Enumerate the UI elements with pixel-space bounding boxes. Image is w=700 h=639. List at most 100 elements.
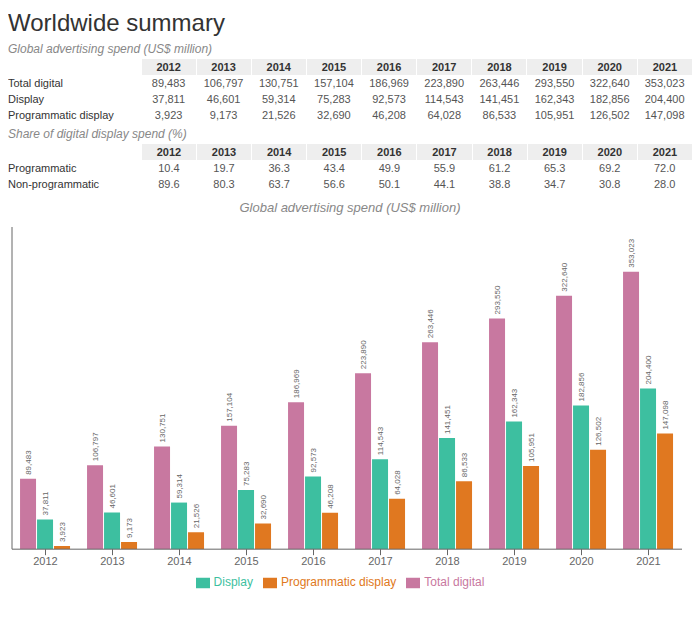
html-text:86,533: 86,533 — [482, 109, 517, 121]
html-text:92,573: 92,573 — [372, 93, 406, 105]
svg-text:157,104: 157,104 — [225, 392, 234, 421]
svg-text:2020: 2020 — [569, 555, 593, 567]
html-text:Display: Display — [8, 93, 45, 105]
html-text:89,483: 89,483 — [151, 77, 186, 89]
svg-text:126,502: 126,502 — [594, 416, 603, 445]
html-text:37,811: 37,811 — [152, 93, 185, 105]
html-text:2021: 2021 — [652, 61, 678, 73]
html-text:162,343: 162,343 — [534, 93, 575, 105]
html-text:2012: 2012 — [156, 146, 182, 158]
svg-text:46,208: 46,208 — [326, 484, 335, 509]
html-text:157,104: 157,104 — [314, 77, 354, 89]
html-text:2014: 2014 — [266, 61, 291, 73]
html-text:Total digital: Total digital — [8, 77, 63, 89]
html-text:2017: 2017 — [432, 146, 457, 158]
svg-text:186,969: 186,969 — [292, 369, 301, 398]
html-text:126,502: 126,502 — [589, 109, 630, 121]
html-text:2018: 2018 — [487, 146, 512, 158]
html-text:Share of digital display spend: Share of digital display spend (%) — [8, 127, 187, 141]
html-text:223,890: 223,890 — [424, 77, 465, 89]
svg-text:223,890: 223,890 — [359, 340, 368, 369]
svg-text:162,343: 162,343 — [510, 388, 519, 417]
svg-text:353,023: 353,023 — [627, 238, 636, 267]
html-text:46,601: 46,601 — [206, 93, 241, 105]
svg-text:182,856: 182,856 — [577, 372, 586, 401]
html-text:2012: 2012 — [156, 61, 181, 73]
svg-text:32,690: 32,690 — [259, 494, 268, 519]
html-text:Total digital: Total digital — [424, 575, 485, 590]
svg-text:147,098: 147,098 — [661, 400, 670, 429]
html-text:2020: 2020 — [597, 61, 622, 73]
html-text:2018: 2018 — [487, 61, 512, 73]
svg-text:105,951: 105,951 — [527, 432, 536, 461]
html-text:2016: 2016 — [376, 61, 402, 73]
html-text:141,451: 141,451 — [479, 93, 520, 105]
html-text:147,098: 147,098 — [644, 109, 685, 121]
html-text:Programmatic display: Programmatic display — [281, 575, 397, 590]
svg-text:75,283: 75,283 — [242, 461, 251, 486]
html-text:114,543: 114,543 — [424, 93, 464, 105]
svg-text:2013: 2013 — [100, 555, 124, 567]
html-text:353,023: 353,023 — [644, 77, 685, 89]
html-text:2015: 2015 — [322, 146, 347, 158]
svg-text:2015: 2015 — [234, 555, 258, 567]
html-text:75,283: 75,283 — [317, 93, 351, 105]
html-text:106,797: 106,797 — [203, 77, 244, 89]
html-text:105,951: 105,951 — [534, 109, 575, 121]
html-text:322,640: 322,640 — [589, 77, 630, 89]
html-text:9,173: 9,173 — [209, 109, 238, 121]
html-text:21,526: 21,526 — [261, 109, 296, 121]
html-text:2021: 2021 — [652, 146, 678, 158]
svg-text:92,573: 92,573 — [309, 447, 318, 472]
html-text:Worldwide summary: Worldwide summary — [8, 9, 225, 36]
html-text:263,446: 263,446 — [479, 77, 520, 89]
svg-text:130,751: 130,751 — [158, 413, 167, 442]
svg-text:2018: 2018 — [435, 555, 459, 567]
html-text:3,923: 3,923 — [154, 109, 183, 121]
html-text:2017: 2017 — [432, 61, 457, 73]
html-text:Programmatic display: Programmatic display — [8, 109, 114, 121]
svg-text:2017: 2017 — [368, 555, 392, 567]
svg-text:2014: 2014 — [167, 555, 191, 567]
html-text:2020: 2020 — [597, 146, 622, 158]
svg-text:141,451: 141,451 — [443, 405, 452, 434]
html-text:Display: Display — [213, 575, 253, 590]
html-text:293,550: 293,550 — [534, 77, 575, 89]
svg-text:106,797: 106,797 — [91, 432, 100, 461]
html-text:130,751: 130,751 — [258, 77, 299, 89]
svg-text:2019: 2019 — [502, 555, 526, 567]
html-text:32,690: 32,690 — [317, 109, 351, 121]
svg-text:9,173: 9,173 — [125, 517, 134, 538]
html-text:Global advertising spend (US$: Global advertising spend (US$ million) — [8, 42, 213, 56]
svg-text:21,526: 21,526 — [192, 503, 201, 528]
svg-text:2012: 2012 — [33, 555, 57, 567]
svg-text:89,483: 89,483 — [24, 450, 33, 475]
svg-text:37,811: 37,811 — [41, 491, 50, 515]
svg-text:46,601: 46,601 — [108, 484, 117, 509]
html-text:186,969: 186,969 — [369, 77, 409, 89]
html-text:2019: 2019 — [542, 61, 567, 73]
html-text:2014: 2014 — [266, 146, 292, 158]
svg-text:263,446: 263,446 — [426, 309, 435, 338]
html-text:182,856: 182,856 — [589, 93, 630, 105]
html-text:2019: 2019 — [542, 146, 567, 158]
html-text:Global advertising spend (US$: Global advertising spend (US$ million) — [239, 200, 461, 215]
svg-text:86,533: 86,533 — [460, 452, 469, 477]
svg-text:64,028: 64,028 — [393, 470, 402, 495]
svg-text:204,400: 204,400 — [644, 355, 653, 384]
html-text:59,314: 59,314 — [261, 93, 296, 105]
html-text:2013: 2013 — [211, 146, 237, 158]
html-text:2013: 2013 — [211, 61, 236, 73]
html-text:204,400: 204,400 — [644, 93, 685, 105]
html-text:2015: 2015 — [321, 61, 347, 73]
svg-text:114,543: 114,543 — [376, 426, 385, 455]
svg-text:293,550: 293,550 — [493, 285, 502, 314]
svg-text:59,314: 59,314 — [175, 474, 184, 499]
html-text:46,208: 46,208 — [372, 109, 406, 121]
svg-text:322,640: 322,640 — [560, 262, 569, 291]
svg-text:3,923: 3,923 — [58, 522, 67, 543]
svg-text:2021: 2021 — [636, 555, 660, 567]
html-text:2016: 2016 — [377, 146, 402, 158]
html-text:64,028: 64,028 — [427, 109, 462, 121]
svg-text:2016: 2016 — [301, 555, 325, 567]
